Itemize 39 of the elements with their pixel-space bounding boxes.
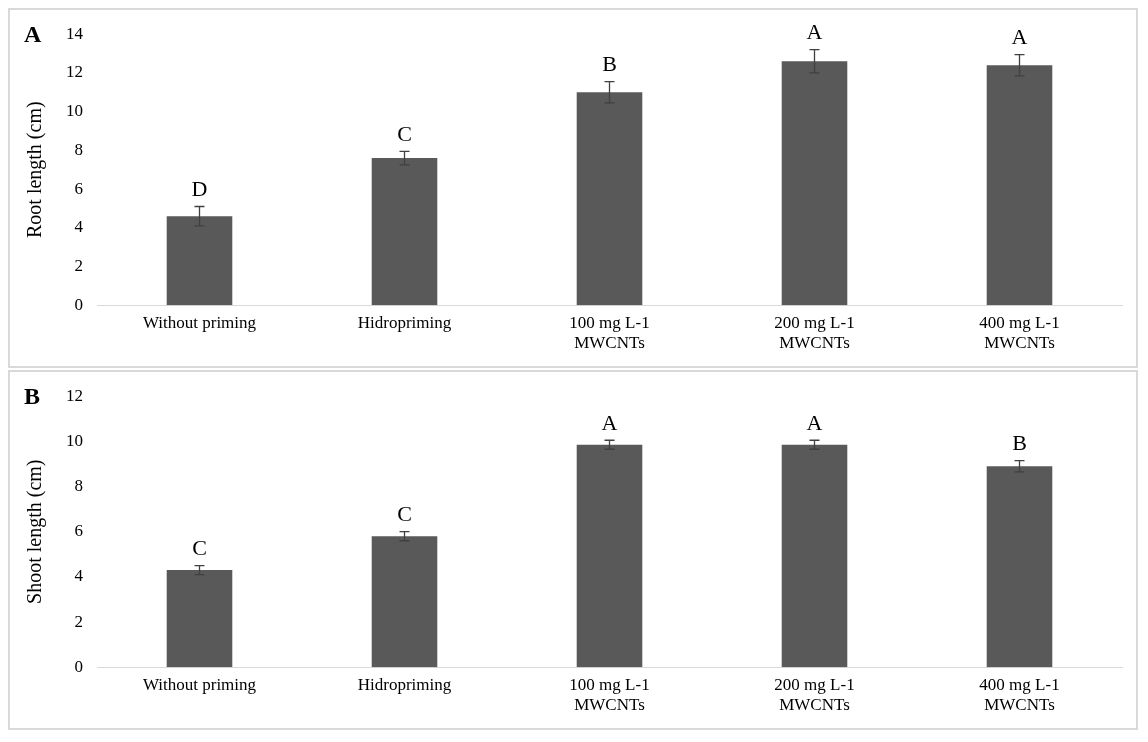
x-tick-label: 200 mg L-1 MWCNTs — [774, 312, 855, 353]
y-tick-label: 4 — [74, 217, 84, 237]
annotation: C — [397, 501, 412, 527]
annotation: B — [1012, 430, 1027, 456]
x-tick-label: Hidropriming — [357, 312, 452, 332]
y-tick-label: 12 — [66, 62, 83, 82]
x-tick-label: Without priming — [142, 674, 257, 694]
annotation: D — [191, 176, 208, 202]
x-tick-label: Hidropriming — [357, 674, 452, 694]
x-tick-label: 400 mg L-1 MWCNTs — [979, 312, 1060, 353]
annotation: A — [806, 410, 823, 436]
x-tick-label: 100 mg L-1 MWCNTs — [569, 312, 650, 353]
annotation: C — [397, 121, 412, 147]
y-tick-label: 2 — [74, 611, 83, 631]
y-tick-label: 14 — [66, 23, 84, 43]
y-tick-label: 0 — [74, 294, 83, 314]
y-axis-title: Shoot length (cm) — [23, 459, 47, 604]
x-tick-label: 200 mg L-1 MWCNTs — [774, 674, 855, 715]
annotation: B — [602, 51, 617, 77]
y-tick-label: 2 — [74, 255, 83, 275]
x-tick-label: 100 mg L-1 MWCNTs — [569, 674, 650, 715]
y-tick-label: 4 — [74, 566, 84, 586]
x-tick-label: 400 mg L-1 MWCNTs — [979, 674, 1060, 715]
annotation: A — [1011, 24, 1028, 50]
y-tick-label: 8 — [74, 476, 83, 495]
y-tick-label: 10 — [66, 430, 83, 450]
annotation: A — [601, 410, 618, 436]
chart-title: B — [24, 383, 41, 410]
x-tick-label: Without priming — [142, 312, 257, 332]
chart-title: A — [24, 21, 42, 48]
annotation: A — [806, 19, 823, 45]
y-tick-label: 0 — [74, 656, 83, 676]
y-tick-label: 6 — [74, 521, 83, 541]
y-axis-title: Root length (cm) — [23, 101, 47, 239]
annotation: C — [192, 535, 207, 561]
y-tick-label: 6 — [74, 178, 83, 198]
y-tick-label: 10 — [66, 101, 83, 121]
y-tick-label: 12 — [66, 385, 83, 405]
y-tick-label: 8 — [74, 139, 83, 159]
